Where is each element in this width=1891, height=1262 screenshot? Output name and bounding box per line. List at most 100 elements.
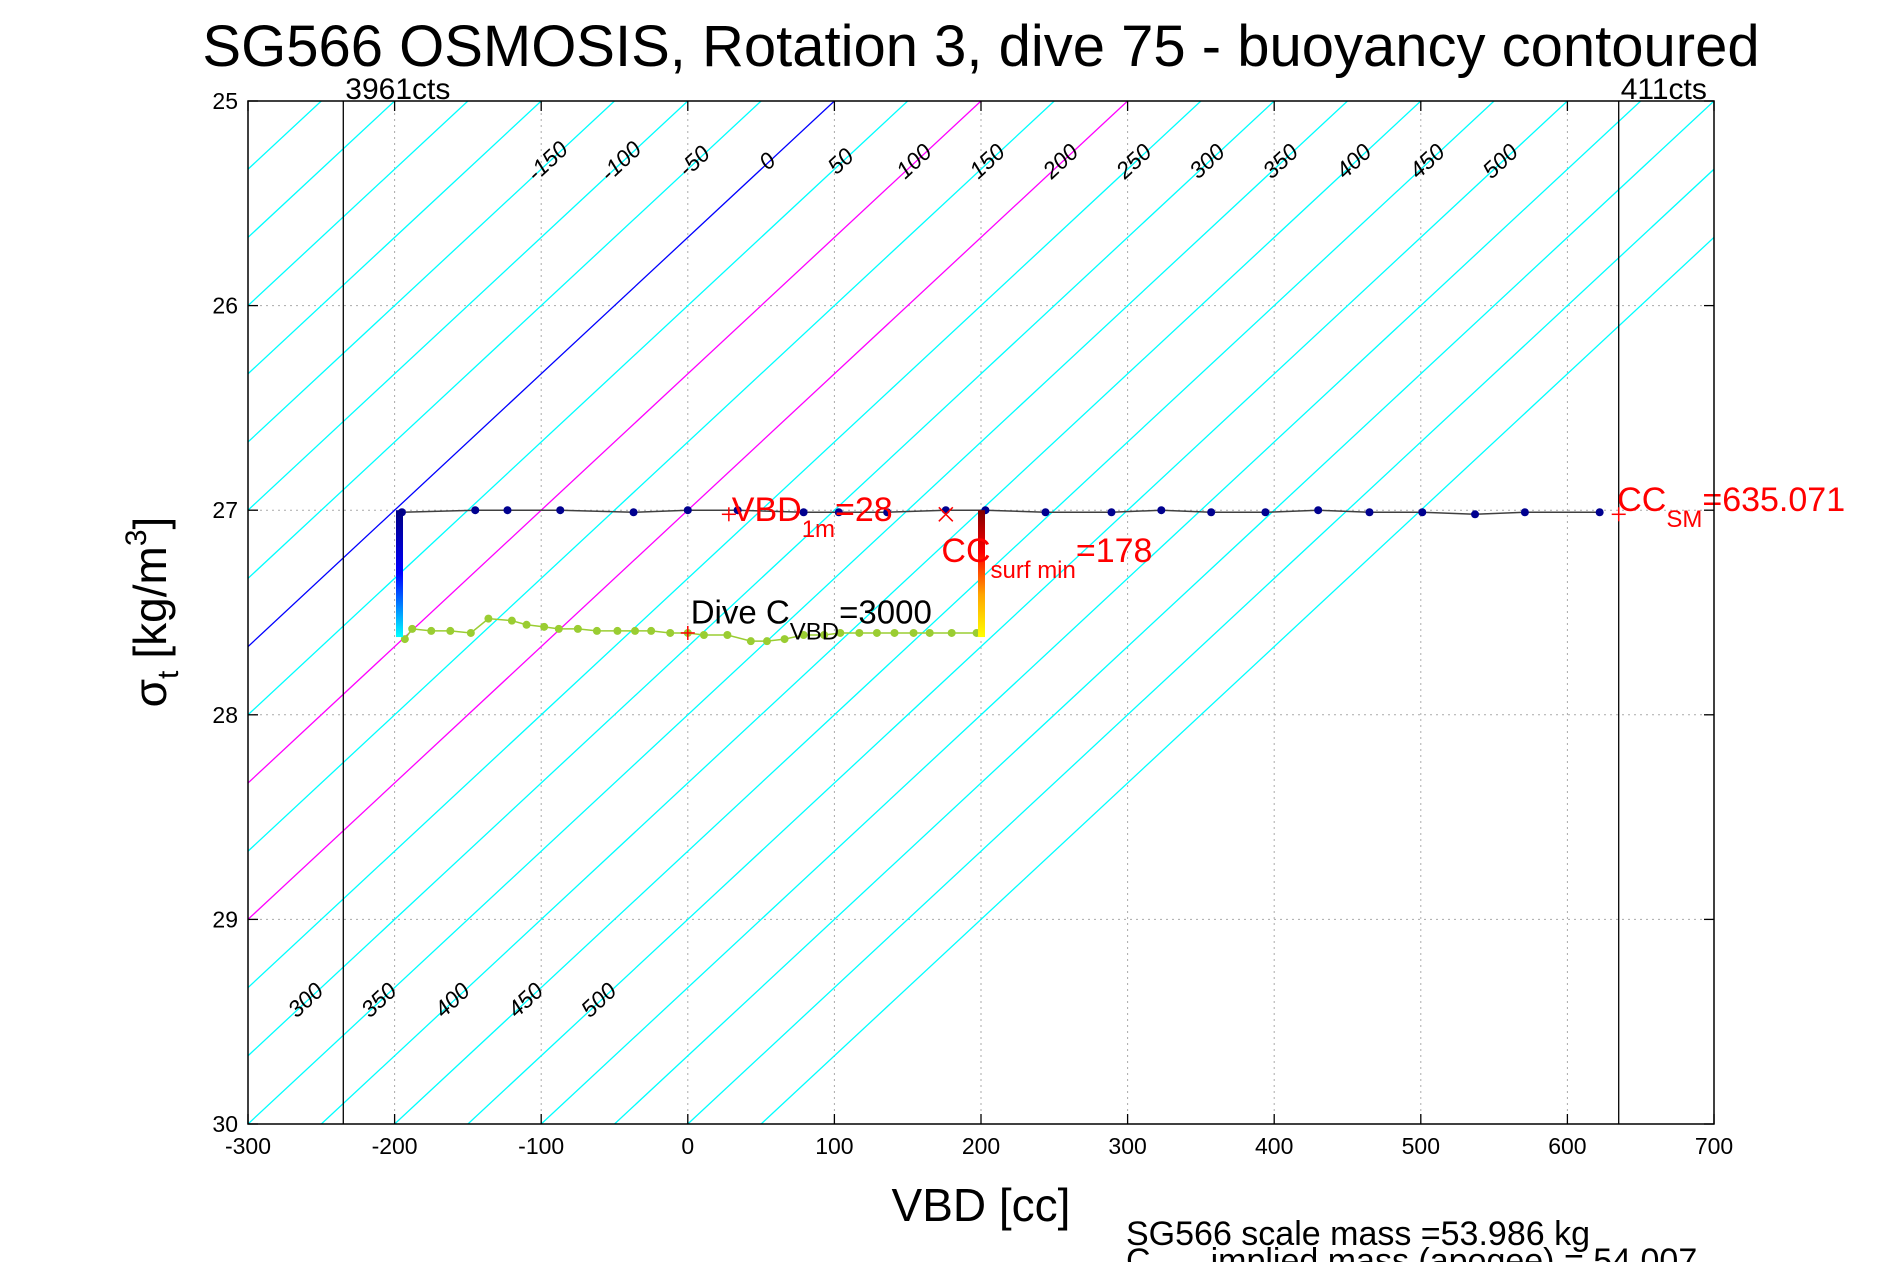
contour-line [540, 101, 1642, 1124]
series-point [507, 616, 516, 625]
series-point [699, 631, 708, 640]
x-tick-label: 300 [1108, 1133, 1146, 1159]
series-point [1418, 508, 1427, 517]
y-tick-label: 26 [212, 293, 238, 319]
contour-line [248, 101, 982, 784]
annotation-sub: 1m [802, 516, 835, 543]
y-label-units-sup: 3 [120, 529, 153, 546]
footer-implied-mass-text: implied mass (apogee) = 54.007 [1211, 1242, 1698, 1262]
colorbar [395, 510, 403, 638]
contour-line [248, 101, 689, 512]
annotation-rest: =635.071 [1702, 481, 1845, 519]
series-point [909, 628, 918, 637]
series-point [1107, 508, 1116, 517]
contour-line [248, 101, 909, 716]
data-series [397, 506, 1604, 646]
svg-text:σt[kg/m3]: σt [kg/m3] [120, 517, 185, 708]
series-point [1207, 508, 1216, 517]
annotation: CCsurf min=178 [941, 532, 1152, 584]
series-point [540, 622, 549, 631]
series-point [799, 508, 808, 517]
x-axis: -300 -200 -100 0 100 200 300 400 500 600 700 [225, 101, 1733, 1159]
annotation-rest: =3000 [839, 594, 932, 631]
y-label-units-close: ] [124, 517, 176, 530]
series-point [780, 635, 789, 644]
series-point [631, 626, 640, 635]
series-point [799, 631, 808, 640]
annotation-sub: VBD [790, 619, 839, 646]
contour-line [248, 101, 615, 443]
footer-implied-mass-symbol: C [1126, 1242, 1151, 1262]
series-point [762, 637, 771, 646]
series-point [1041, 508, 1050, 517]
series-point [836, 628, 845, 637]
x-tick-label: 500 [1402, 1133, 1440, 1159]
series-point [925, 628, 934, 637]
contour-line [248, 101, 762, 580]
series-point [1261, 508, 1270, 517]
contour-line [248, 101, 1129, 921]
series-point [471, 506, 480, 515]
series-point [872, 628, 881, 637]
contour-line [0, 101, 101, 1124]
contour-line [248, 101, 542, 375]
x-tick-label: 200 [962, 1133, 1000, 1159]
series-point [666, 628, 675, 637]
series-point [522, 620, 531, 629]
series-point [883, 508, 892, 517]
series-point [941, 506, 950, 515]
vbd-colorbars [395, 510, 985, 638]
annotation-sub: SM [1666, 506, 1702, 533]
y-tick-label: 27 [212, 497, 238, 523]
series-point [573, 624, 582, 633]
series-point [613, 626, 622, 635]
contour-line [760, 236, 1714, 1124]
series-point [1314, 506, 1323, 515]
y-axis-label: σt [kg/m3] [120, 517, 185, 708]
annotation-sub: surf min [991, 557, 1076, 584]
series-point [466, 628, 475, 637]
series-point [1365, 508, 1374, 517]
x-tick-label: -200 [372, 1133, 418, 1159]
series-point [554, 624, 563, 633]
contour-line [0, 101, 28, 1124]
x-tick-label: 100 [815, 1133, 853, 1159]
y-tick-label: 30 [212, 1111, 238, 1137]
annotation-main: CC [1617, 481, 1666, 519]
y-tick-label: 25 [212, 88, 238, 114]
x-tick-label: 400 [1255, 1133, 1293, 1159]
series-point [834, 508, 843, 517]
contour-line [320, 101, 1422, 1124]
x-tick-label: 700 [1695, 1133, 1733, 1159]
annotation-rest: =178 [1076, 532, 1153, 570]
annotation: VBD1m=28 [732, 491, 893, 543]
x-tick-label: 600 [1548, 1133, 1586, 1159]
colorbar [978, 510, 985, 638]
series-point [484, 614, 493, 623]
series-point [1595, 508, 1604, 517]
series-point [890, 628, 899, 637]
series-point [733, 506, 742, 515]
series-point [1520, 508, 1529, 517]
contour-line [467, 101, 1568, 1124]
x-tick-label: -100 [518, 1133, 564, 1159]
x-tick-label: -300 [225, 1133, 271, 1159]
series-point [723, 631, 732, 640]
series-point [647, 626, 656, 635]
series-point [820, 631, 829, 640]
annotation-main: CC [941, 532, 990, 570]
y-tick-label: 29 [212, 906, 238, 932]
y-axis: 25 26 27 28 29 30 [212, 88, 1714, 1137]
y-label-sigma: σ [124, 679, 176, 707]
contour-line [614, 101, 1714, 1124]
series-point [855, 628, 864, 637]
annotation: CCSM=635.071 [1617, 481, 1845, 533]
contour-line [687, 168, 1714, 1124]
series-point [947, 628, 956, 637]
x-marker-b [938, 506, 954, 522]
contour-line [248, 101, 1275, 1057]
x-axis-label: VBD [cc] [892, 1179, 1071, 1231]
contour-line [248, 101, 1202, 989]
series-point [427, 626, 436, 635]
